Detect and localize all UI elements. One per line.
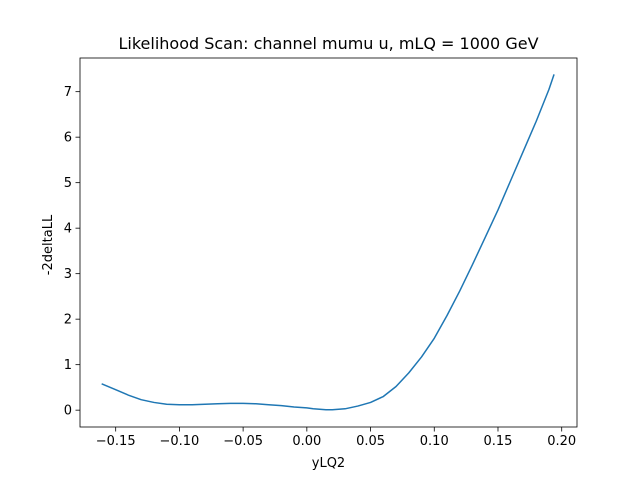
x-tick-label: −0.05 — [223, 434, 263, 449]
series-line-0 — [101, 74, 555, 411]
x-tick-label: 0.15 — [484, 434, 513, 449]
x-tick-label: 0.10 — [420, 434, 449, 449]
x-axis-label: yLQ2 — [312, 456, 345, 471]
y-tick-label: 0 — [64, 404, 72, 419]
x-tick-label: 0.00 — [292, 434, 321, 449]
y-tick-label: 1 — [64, 358, 72, 373]
y-tick-label: 5 — [64, 176, 72, 191]
x-tick-label: −0.10 — [159, 434, 199, 449]
y-tick-label: 2 — [64, 313, 72, 328]
x-tick-label: 0.05 — [356, 434, 385, 449]
axes-frame — [79, 57, 578, 428]
y-tick-label: 6 — [64, 131, 72, 146]
y-tick-label: 3 — [64, 267, 72, 282]
y-tick-label: 4 — [64, 222, 72, 237]
x-tick-label: 0.20 — [547, 434, 576, 449]
y-axis-label: -2deltaLL — [41, 214, 56, 275]
x-tick-label: −0.15 — [96, 434, 136, 449]
plot-area: −0.15 −0.10 −0.05 0.00 0.05 0.10 0.15 0.20 0 1 2 3 4… — [64, 57, 578, 449]
y-tick-label: 7 — [64, 85, 72, 100]
chart-title: Likelihood Scan: channel mumu u, mLQ = 1… — [118, 34, 538, 53]
